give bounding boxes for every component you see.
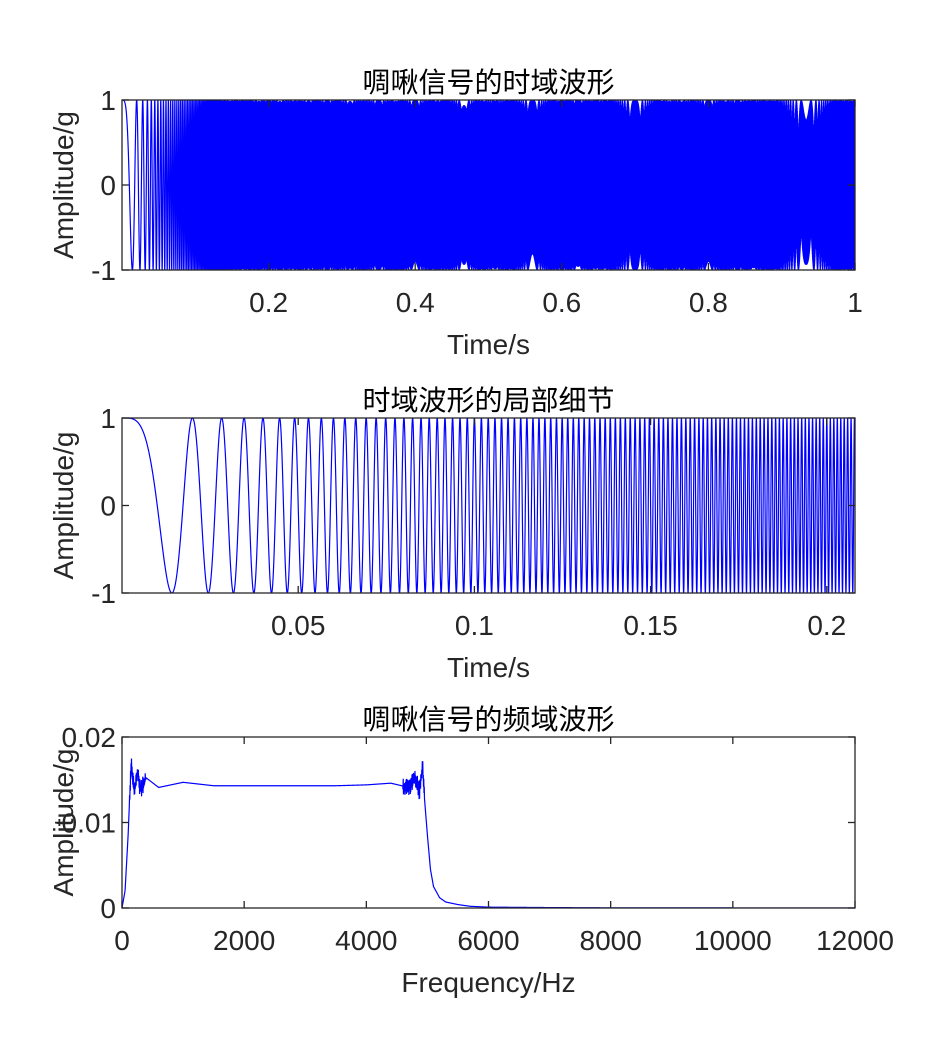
- x-tick-label: 1: [847, 287, 863, 318]
- x-tick-label: 10000: [694, 925, 772, 956]
- subplot-title: 啁啾信号的时域波形: [362, 66, 614, 99]
- y-tick-label: 0: [100, 170, 116, 201]
- series-line: [122, 100, 855, 270]
- y-axis-label: Amplitude/g: [48, 749, 79, 897]
- x-tick-label: 4000: [335, 925, 397, 956]
- x-tick-label: 12000: [816, 925, 894, 956]
- x-tick-label: 8000: [580, 925, 642, 956]
- subplot-title: 时域波形的局部细节: [362, 384, 614, 417]
- y-tick-label: 0: [100, 491, 116, 522]
- x-tick-label: 0.1: [455, 610, 494, 641]
- x-tick-label: 0.2: [249, 287, 288, 318]
- x-tick-label: 2000: [213, 925, 275, 956]
- x-tick-label: 0.6: [542, 287, 581, 318]
- x-axis-label: Time/s: [447, 652, 530, 683]
- y-tick-label: 0.02: [62, 722, 117, 753]
- x-tick-label: 0: [114, 925, 130, 956]
- y-tick-label: 1: [100, 403, 116, 434]
- y-axis-label: Amplitude/g: [48, 432, 79, 580]
- subplot-title: 啁啾信号的频域波形: [362, 703, 614, 736]
- y-tick-label: 0: [100, 893, 116, 924]
- y-tick-label: 1: [100, 85, 116, 116]
- x-tick-label: 0.15: [623, 610, 678, 641]
- x-axis-label: Time/s: [447, 329, 530, 360]
- x-tick-label: 0.8: [689, 287, 728, 318]
- y-tick-label: -1: [91, 578, 116, 609]
- x-tick-label: 6000: [457, 925, 519, 956]
- x-tick-label: 0.4: [396, 287, 435, 318]
- x-tick-label: 0.2: [807, 610, 846, 641]
- x-axis-label: Frequency/Hz: [401, 967, 575, 998]
- x-tick-label: 0.05: [271, 610, 326, 641]
- y-tick-label: -1: [91, 255, 116, 286]
- y-axis-label: Amplitude/g: [48, 111, 79, 259]
